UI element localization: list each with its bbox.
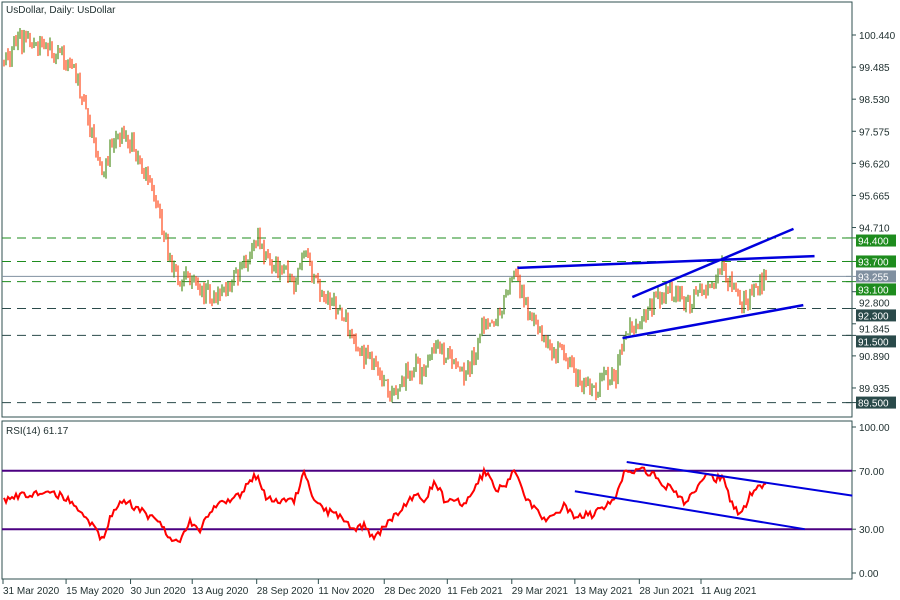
level-price-label: 93.700	[858, 257, 889, 268]
time-tick-label: 28 Sep 2020	[257, 586, 314, 597]
price-tick-label: 90.890	[859, 352, 890, 363]
chart-title: UsDollar, Daily: UsDollar	[6, 5, 116, 16]
current-price-label-bg	[856, 270, 896, 283]
current-price-label: 93.255	[858, 272, 889, 283]
time-tick-label: 28 Jun 2021	[639, 586, 694, 597]
price-tick-label: 94.710	[859, 224, 890, 235]
time-tick-label: 11 Feb 2021	[447, 586, 503, 597]
level-price-label: 92.300	[858, 311, 889, 322]
level-price-label-bg	[856, 234, 896, 247]
level-price-label-bg	[856, 255, 896, 268]
trendlines[interactable]	[517, 227, 853, 531]
time-tick-label: 13 Aug 2020	[192, 586, 249, 597]
time-tick-label: 29 Mar 2021	[512, 586, 569, 597]
time-tick-label: 28 Dec 2020	[384, 586, 441, 597]
level-price-label-bg	[856, 309, 896, 322]
rsi-trendline[interactable]	[574, 490, 805, 531]
price-tick-label: 91.845	[859, 324, 890, 335]
rsi-title: RSI(14) 61.17	[6, 426, 69, 437]
level-price-label: 91.500	[858, 337, 889, 348]
price-tick-label: 96.620	[859, 159, 890, 170]
time-tick-label: 31 Mar 2020	[3, 586, 60, 597]
price-trendline[interactable]	[517, 254, 815, 270]
time-axis: 31 Mar 2020 15 May 2020 30 Jun 2020 13 Aug …	[2, 579, 757, 597]
level-price-label-bg	[856, 396, 896, 409]
time-tick-label: 30 Jun 2020	[131, 586, 186, 597]
rsi-tick-label: 30.00	[859, 525, 884, 536]
price-tick-label: 97.575	[859, 127, 890, 138]
level-price-label-bg	[856, 335, 896, 348]
level-price-label: 94.400	[858, 237, 889, 248]
price-trendline[interactable]	[622, 303, 804, 340]
rsi-tick-label: 100.00	[859, 423, 890, 434]
horizontal-levels	[2, 237, 852, 404]
rsi-trendline[interactable]	[626, 461, 853, 497]
level-price-label-bg	[856, 283, 896, 296]
rsi-axis: 100.00 70.00 30.00 0.00	[852, 423, 890, 580]
rsi-line	[3, 465, 767, 544]
rsi-tick-label: 70.00	[859, 467, 884, 478]
level-price-label: 89.500	[858, 399, 889, 410]
price-tick-label: 89.935	[859, 384, 890, 395]
price-axis: 100.440 99.485 98.530 97.575 96.620 95.665 94.…	[846, 31, 896, 410]
rsi-pane[interactable]	[1, 420, 853, 580]
rsi-series	[2, 465, 852, 544]
price-tick-label: 98.530	[859, 95, 890, 106]
price-tick-label: 100.440	[859, 31, 896, 42]
price-tick-label: 95.665	[859, 191, 890, 202]
level-price-label: 93.100	[858, 285, 889, 296]
price-bars	[3, 28, 767, 403]
rsi-tick-label: 0.00	[859, 569, 879, 580]
price-tick-label: 99.485	[859, 63, 890, 74]
price-tick-label: 92.800	[859, 298, 890, 309]
time-tick-label: 11 Nov 2020	[318, 586, 374, 597]
time-tick-label: 13 May 2021	[575, 586, 633, 597]
price-trendline[interactable]	[631, 227, 794, 299]
price-pane[interactable]	[1, 1, 853, 418]
time-tick-label: 15 May 2020	[66, 586, 124, 597]
time-tick-label: 11 Aug 2021	[701, 586, 757, 597]
